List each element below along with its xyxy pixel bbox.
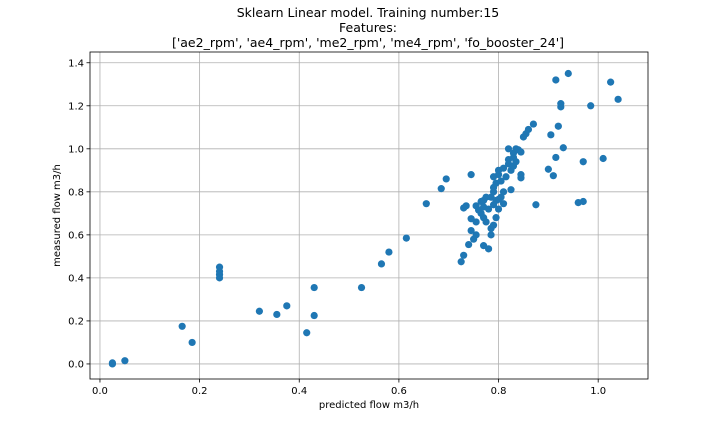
data-point [499, 188, 508, 196]
y-tick-label: 0.2 [68, 316, 84, 327]
data-point [507, 186, 515, 194]
data-point [587, 102, 595, 110]
data-point [557, 100, 565, 108]
data-point [614, 95, 622, 103]
data-point [552, 153, 560, 162]
y-tick-label: 0.8 [68, 187, 84, 198]
data-point [377, 260, 386, 268]
data-point [482, 218, 490, 226]
chart-title-line-2: Features: [339, 20, 397, 35]
data-point [497, 177, 505, 185]
data-point [504, 145, 513, 153]
data-point [579, 158, 587, 166]
data-point [544, 165, 552, 173]
x-tick-label: 1.0 [590, 386, 606, 397]
chart-title: Sklearn Linear model. Training number:15… [172, 5, 564, 50]
data-point [552, 76, 560, 84]
data-point [255, 307, 263, 315]
data-point [512, 158, 520, 166]
data-point [303, 329, 311, 337]
x-axis-ticks: 0.0 0.2 0.4 0.6 0.8 1.0 [92, 379, 606, 397]
data-point [484, 205, 493, 213]
y-axis-ticks: 0.0 0.2 0.4 0.6 0.8 1.0 1.2 1.4 [68, 58, 90, 370]
grid-lines [90, 52, 648, 379]
plot-frame [89, 51, 649, 380]
data-point [487, 231, 495, 239]
data-point [215, 263, 224, 271]
data-point [494, 205, 503, 213]
y-tick-label: 0.6 [68, 230, 84, 241]
data-point [529, 120, 538, 128]
data-point [549, 172, 557, 180]
data-points [108, 69, 622, 368]
data-point [489, 221, 498, 229]
data-point [499, 200, 508, 208]
data-point [517, 171, 525, 179]
y-tick-label: 0.4 [68, 273, 84, 284]
data-point [188, 338, 196, 347]
chart-title-line-1: Sklearn Linear model. Training number:15 [237, 5, 499, 20]
data-point [462, 202, 470, 210]
x-tick-label: 0.8 [491, 386, 507, 397]
y-tick-label: 0.0 [68, 359, 84, 370]
data-point [310, 283, 318, 292]
x-tick-label: 0.0 [92, 386, 108, 397]
data-point [607, 78, 615, 86]
chart-title-line-3: ['ae2_rpm', 'ae4_rpm', 'me2_rpm', 'me4_r… [172, 35, 564, 50]
data-point [465, 240, 473, 249]
data-point [517, 148, 525, 156]
data-point [467, 171, 475, 179]
data-point [484, 245, 493, 253]
data-point [283, 302, 291, 310]
data-point [599, 154, 607, 163]
x-axis-label: predicted flow m3/h [319, 400, 419, 411]
data-point [492, 214, 500, 222]
y-axis-label: measured flow m3/h [52, 164, 63, 267]
data-point [178, 322, 186, 330]
data-point [472, 218, 480, 226]
data-point [457, 258, 465, 266]
data-point [357, 283, 366, 292]
data-point [422, 200, 430, 208]
data-point [460, 251, 468, 259]
data-point [579, 197, 587, 206]
data-point [402, 234, 410, 242]
data-point [467, 226, 475, 235]
data-point [499, 164, 508, 172]
y-tick-label: 1.4 [68, 58, 84, 69]
x-tick-label: 0.4 [291, 386, 307, 397]
data-point [482, 193, 490, 201]
data-point [442, 175, 450, 183]
data-point [121, 357, 129, 365]
data-point [502, 173, 510, 181]
x-tick-label: 0.2 [192, 386, 208, 397]
data-point [437, 185, 445, 193]
data-point [554, 122, 562, 130]
data-point [532, 201, 540, 209]
data-point [547, 131, 555, 139]
data-point [385, 248, 393, 256]
data-point [472, 231, 480, 239]
data-point [108, 359, 117, 367]
data-point [310, 311, 318, 320]
data-point [524, 125, 533, 134]
y-tick-label: 1.2 [68, 101, 84, 112]
data-point [273, 310, 281, 319]
data-point [564, 69, 572, 78]
data-point [497, 193, 505, 201]
data-point [559, 144, 567, 152]
x-tick-label: 0.6 [391, 386, 407, 397]
y-tick-label: 1.0 [68, 144, 84, 155]
